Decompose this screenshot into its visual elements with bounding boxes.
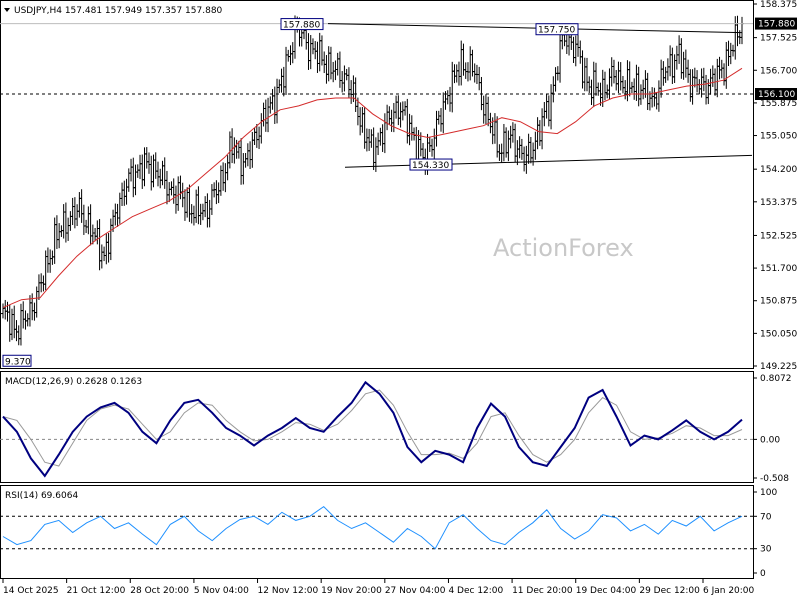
- price-label-text: 157.750: [538, 26, 575, 36]
- price-label: 157.880: [280, 18, 324, 31]
- dropdown-triangle-icon: [4, 8, 10, 12]
- rsi-tick-label: 0: [760, 569, 766, 579]
- ohlc-bars: [1, 15, 744, 346]
- y-tick-label: 155.050: [760, 132, 797, 142]
- y-tick-label: 150.050: [760, 329, 797, 339]
- rsi-tick-label: 70: [760, 512, 772, 522]
- macd-axis: 0.8072 0.00 -0.508: [753, 374, 792, 484]
- x-tick-label: 14 Oct 2025: [3, 586, 59, 596]
- rsi-axis: 100 70 30 0: [753, 488, 777, 579]
- price-label-text: 154.330: [412, 161, 449, 171]
- rsi-panel-frame: [0, 485, 754, 579]
- macd-signal-line: [2, 389, 743, 467]
- x-tick-label: 5 Nov 04:00: [194, 586, 249, 596]
- macd-tick-label: 0.8072: [760, 374, 792, 384]
- axis-price-tag-text: 156.100: [758, 90, 795, 100]
- x-tick-label: 28 Oct 20:00: [130, 586, 189, 596]
- symbol-header: USDJPY,H4 157.481 157.949 157.357 157.88…: [14, 6, 223, 16]
- price-label: 9.370: [2, 354, 32, 367]
- y-tick-label: 152.525: [760, 231, 797, 241]
- x-tick-label: 29 Dec 12:00: [639, 586, 700, 596]
- y-tick-label: 153.375: [760, 198, 797, 208]
- horizontal-levels: [0, 23, 753, 95]
- price-label-text: 157.880: [283, 21, 320, 31]
- rsi-line: [2, 505, 743, 550]
- price-axis: 158.375 157.525 156.700 155.875 155.050 154.2…: [753, 0, 797, 372]
- price-labels: 157.880 157.750 154.330 9.370: [2, 18, 579, 367]
- x-tick-label: 11 Dec 20:00: [512, 586, 573, 596]
- axis-price-tag: 157.880: [755, 17, 797, 30]
- y-tick-label: 151.700: [760, 264, 797, 274]
- x-tick-label: 21 Oct 12:00: [67, 586, 126, 596]
- y-tick-label: 156.700: [760, 66, 797, 76]
- trend-line: [327, 23, 743, 34]
- price-panel-frame: [0, 0, 754, 369]
- axis-price-tag-text: 157.880: [758, 20, 795, 30]
- macd-line: [2, 380, 743, 478]
- x-tick-label: 19 Dec 04:00: [576, 586, 637, 596]
- rsi-tick-label: 30: [760, 545, 772, 555]
- y-tick-label: 157.525: [760, 34, 797, 44]
- x-tick-label: 27 Nov 04:00: [385, 586, 446, 596]
- x-tick-label: 19 Nov 20:00: [321, 586, 382, 596]
- x-tick-label: 6 Jan 20:00: [703, 586, 755, 596]
- macd-panel-frame: [0, 371, 754, 483]
- x-tick-label: 4 Dec 12:00: [448, 586, 503, 596]
- macd-title: MACD(12,26,9) 0.2628 0.1263: [5, 377, 142, 387]
- macd-tick-label: -0.508: [760, 474, 789, 484]
- rsi-title: RSI(14) 69.6064: [5, 491, 78, 501]
- y-tick-label: 149.225: [760, 362, 797, 372]
- watermark: ActionForex: [493, 234, 634, 262]
- time-axis: 14 Oct 2025 21 Oct 12:00 28 Oct 20:00 5 Nov…: [2, 579, 755, 596]
- y-tick-label: 150.875: [760, 297, 797, 307]
- y-tick-label: 158.375: [760, 0, 797, 10]
- rsi-tick-label: 100: [760, 488, 777, 498]
- price-label: 157.750: [535, 23, 579, 36]
- price-label: 154.330: [409, 158, 453, 171]
- y-tick-label: 154.200: [760, 165, 797, 175]
- moving-average-line: [2, 67, 743, 309]
- price-label-text: 9.370: [5, 357, 31, 367]
- axis-price-tag: 156.100: [755, 88, 797, 101]
- x-tick-label: 12 Nov 12:00: [258, 586, 319, 596]
- macd-tick-label: 0.00: [760, 435, 780, 445]
- y-tick-label: 155.875: [760, 99, 797, 109]
